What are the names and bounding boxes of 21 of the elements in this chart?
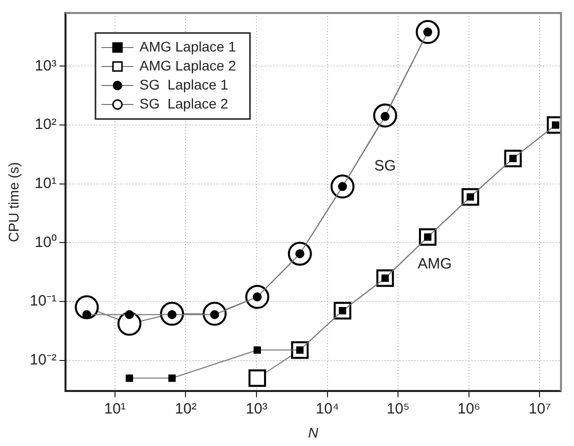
- y-tick-label: 10³: [34, 57, 56, 74]
- x-tick-label: 10⁶: [457, 400, 480, 418]
- x-tick-label: 10⁷: [528, 400, 551, 418]
- legend-label: AMG Laplace 1: [139, 38, 236, 54]
- legend-label: SG Laplace 1: [139, 76, 228, 92]
- y-tick-label: 10⁻²: [30, 352, 56, 369]
- x-axis-title: N: [308, 424, 320, 440]
- y-tick-label: 10²: [34, 116, 56, 134]
- legend-label: AMG Laplace 2: [139, 57, 236, 74]
- x-tick-label: 10⁵: [386, 400, 410, 418]
- annotation: AMG: [418, 256, 452, 273]
- x-tick-label: 10³: [246, 400, 268, 418]
- y-axis-title: CPU time (s): [5, 162, 22, 242]
- y-tick-label: 10⁰: [34, 234, 56, 251]
- y-tick-label: 10¹: [34, 175, 56, 192]
- legend-label: SG Laplace 2: [139, 95, 228, 112]
- x-tick-label: 10⁴: [316, 400, 339, 418]
- x-tick-label: 10¹: [104, 400, 126, 418]
- x-tick-label: 10²: [174, 400, 197, 418]
- annotation: SG: [374, 157, 396, 174]
- y-tick-label: 10⁻¹: [30, 292, 56, 310]
